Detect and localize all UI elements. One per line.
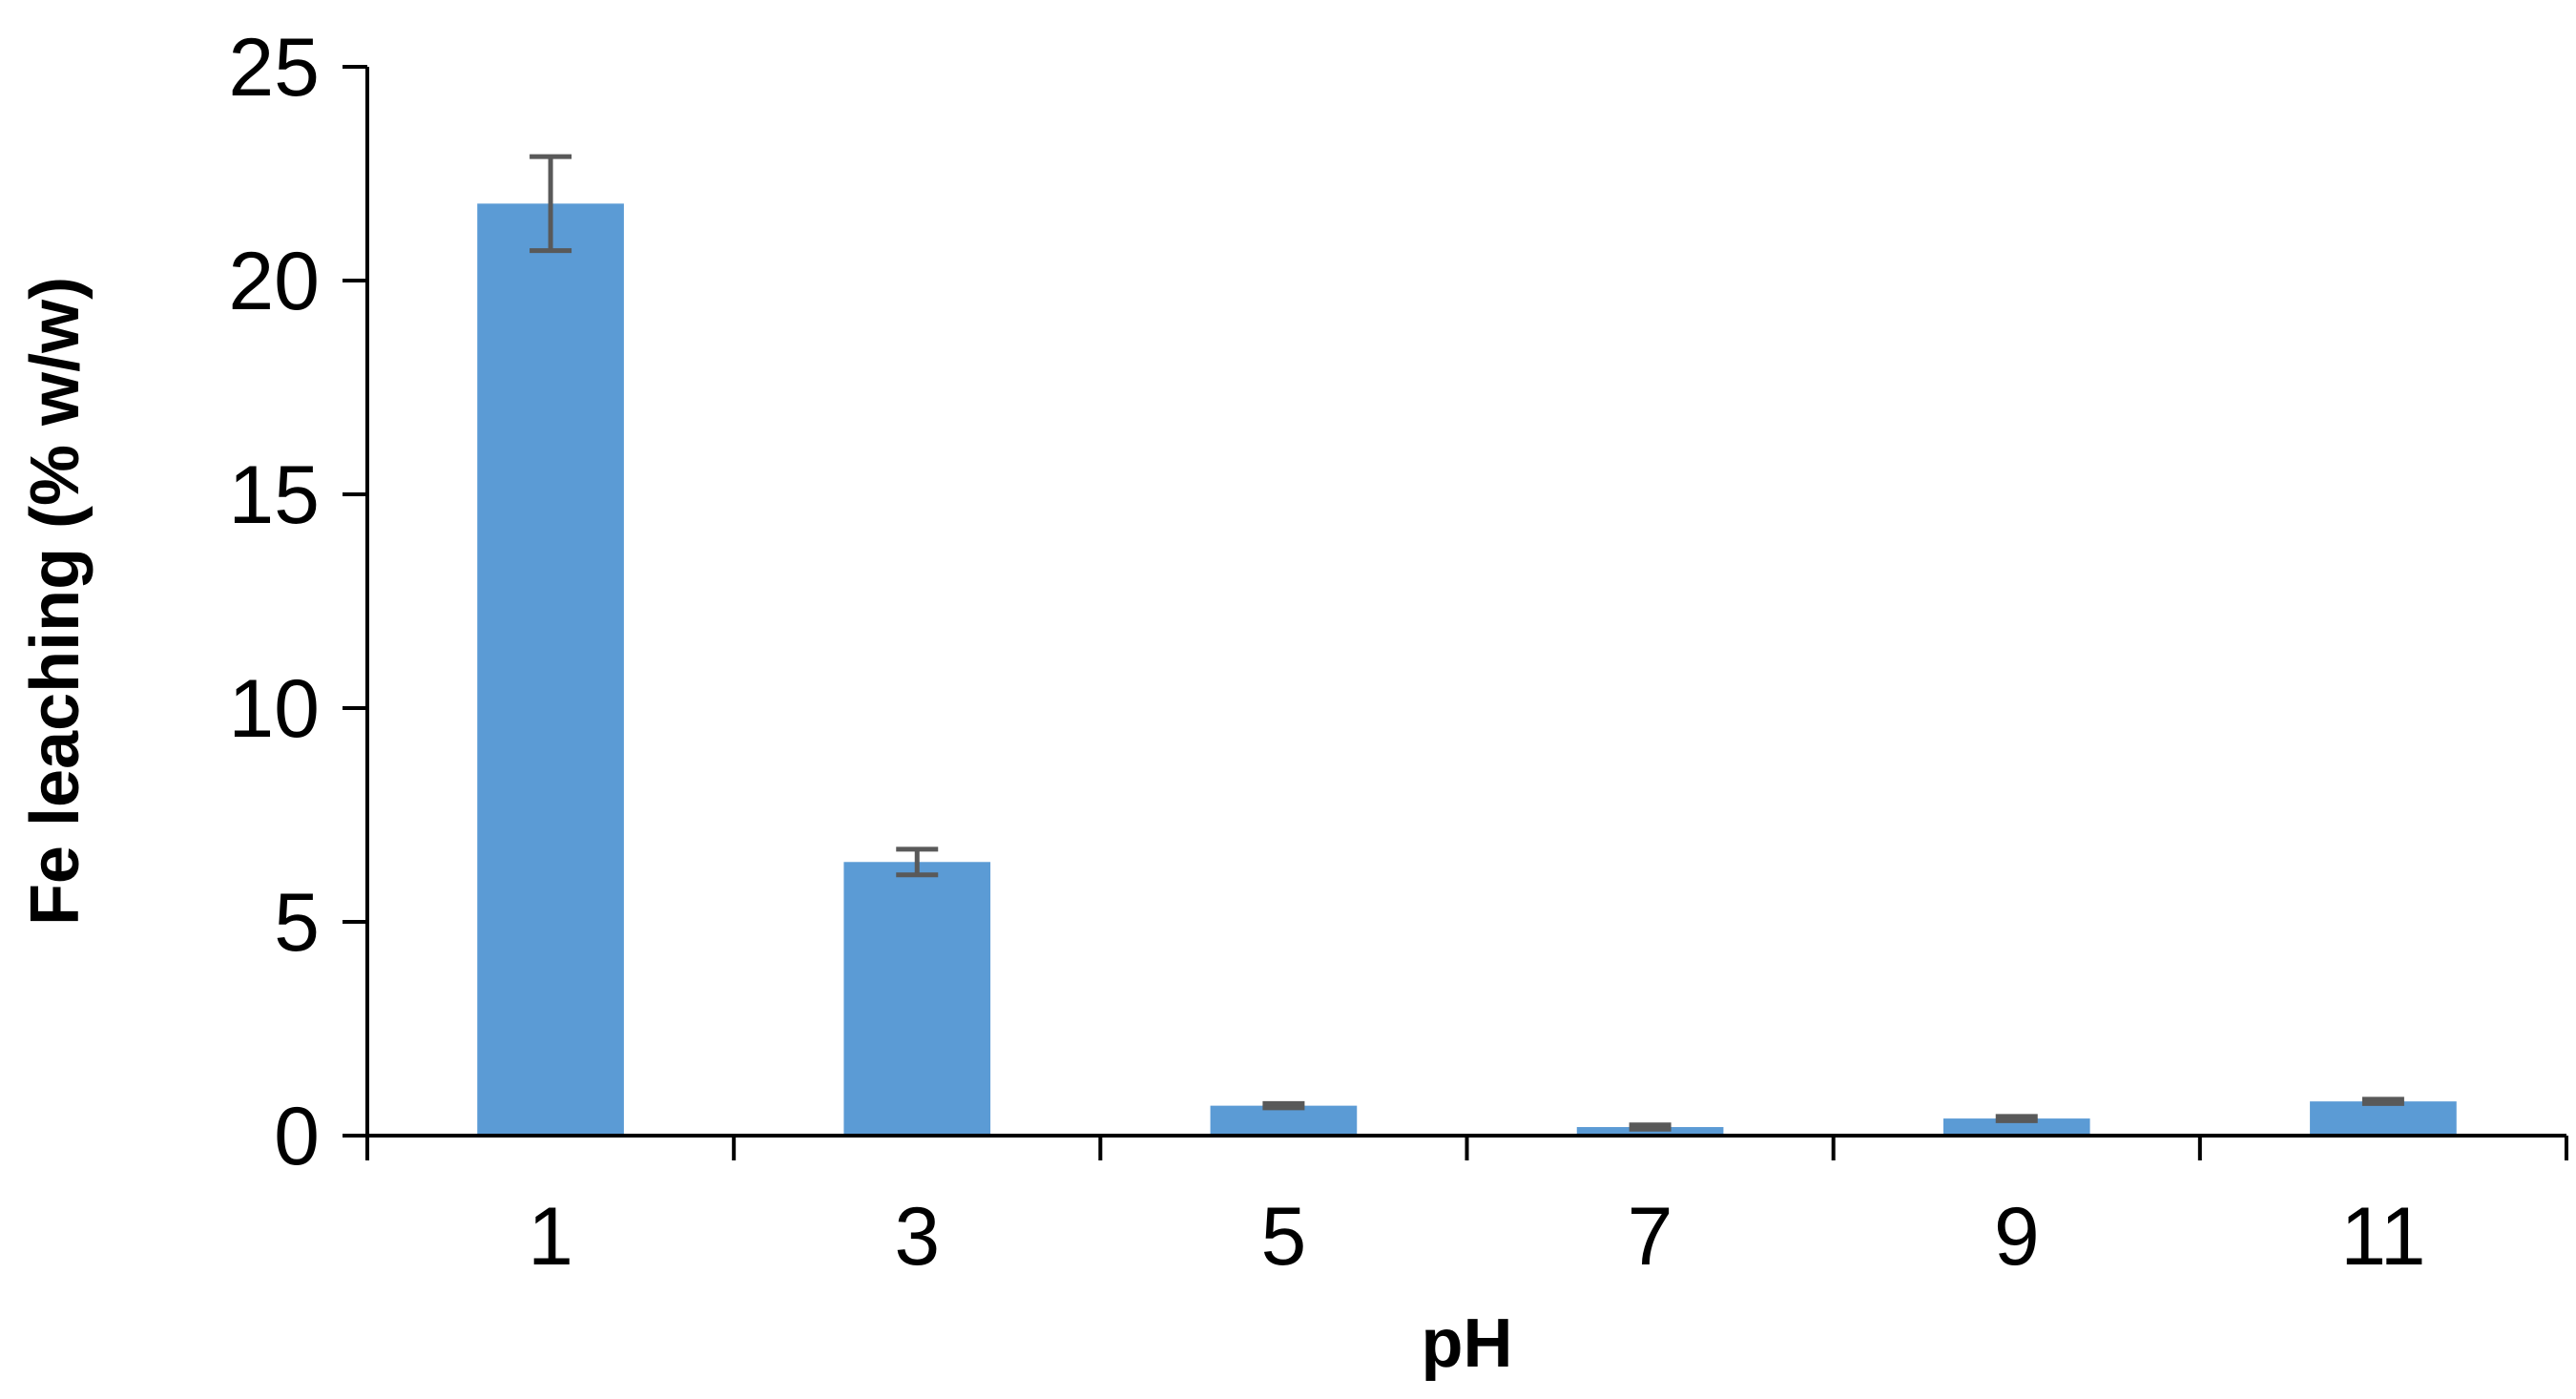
error-bars-group — [530, 154, 2404, 1132]
bar-ph-5 — [1210, 1105, 1358, 1136]
x-tick-label: 7 — [1628, 1191, 1673, 1283]
x-ticks-group: 1 3 5 7 9 11 — [365, 1136, 2568, 1283]
y-tick-label: 0 — [274, 1091, 320, 1182]
y-tick-label: 25 — [228, 22, 320, 114]
x-axis-title: pH — [1422, 1305, 1513, 1382]
y-tick-label: 5 — [274, 877, 320, 969]
error-bar-ph-1 — [530, 154, 572, 254]
error-bar-ph-5 — [1262, 1100, 1305, 1111]
axes-group — [365, 67, 2566, 1138]
y-tick-label: 15 — [228, 449, 320, 541]
bar-ph-9 — [1942, 1118, 2090, 1136]
x-tick-label: 11 — [2340, 1191, 2425, 1283]
error-bar-ph-7 — [1629, 1122, 1672, 1132]
bar-ph-3 — [843, 862, 991, 1136]
error-bar-ph-11 — [2361, 1096, 2404, 1106]
bar-ph-11 — [2310, 1101, 2457, 1136]
bar-ph-1 — [477, 203, 624, 1137]
x-tick-label: 3 — [894, 1191, 940, 1283]
error-bar-ph-3 — [896, 846, 939, 878]
x-tick-label: 9 — [1994, 1191, 2040, 1283]
y-ticks-group: 0 5 10 15 20 25 — [228, 22, 367, 1182]
error-bar-ph-9 — [1995, 1114, 2038, 1123]
x-tick-label: 1 — [528, 1191, 573, 1283]
y-tick-label: 10 — [228, 663, 320, 755]
x-tick-label: 5 — [1260, 1191, 1306, 1283]
bars-group — [477, 203, 2457, 1137]
y-tick-label: 20 — [228, 236, 320, 327]
y-axis-title: Fe leaching (% w/w) — [17, 277, 93, 926]
